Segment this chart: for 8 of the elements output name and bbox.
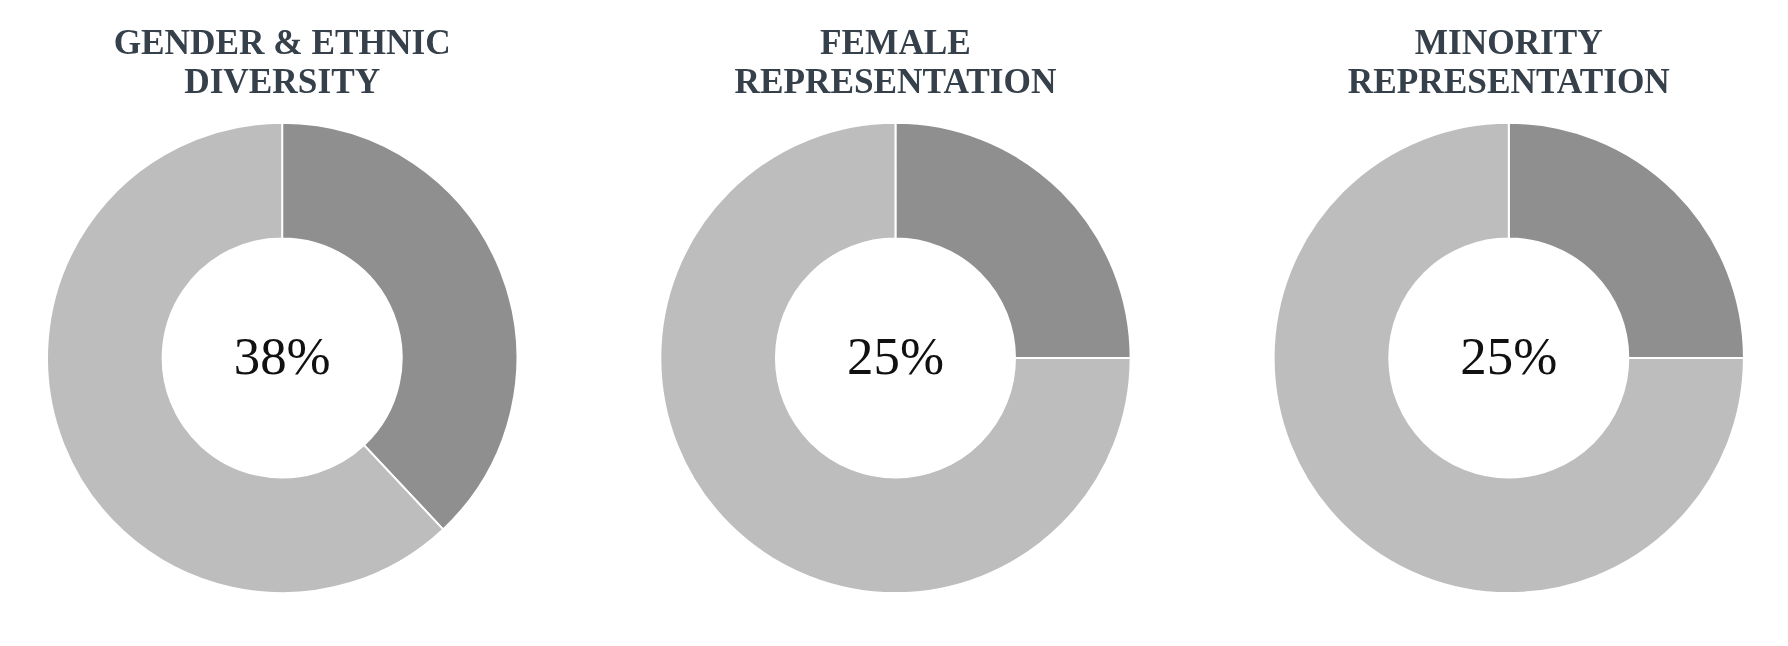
data-label: 38% [233,326,331,385]
chart-title: MINORITY REPRESENTATION [1347,23,1670,102]
donut-slice [659,121,1132,594]
donut-slice [1272,121,1745,594]
data-label: 25% [846,326,944,385]
data-label: 25% [1460,326,1558,385]
chart-title: FEMALE REPRESENTATION [734,23,1057,102]
chart-title: GENDER & ETHNIC DIVERSITY [113,23,451,102]
